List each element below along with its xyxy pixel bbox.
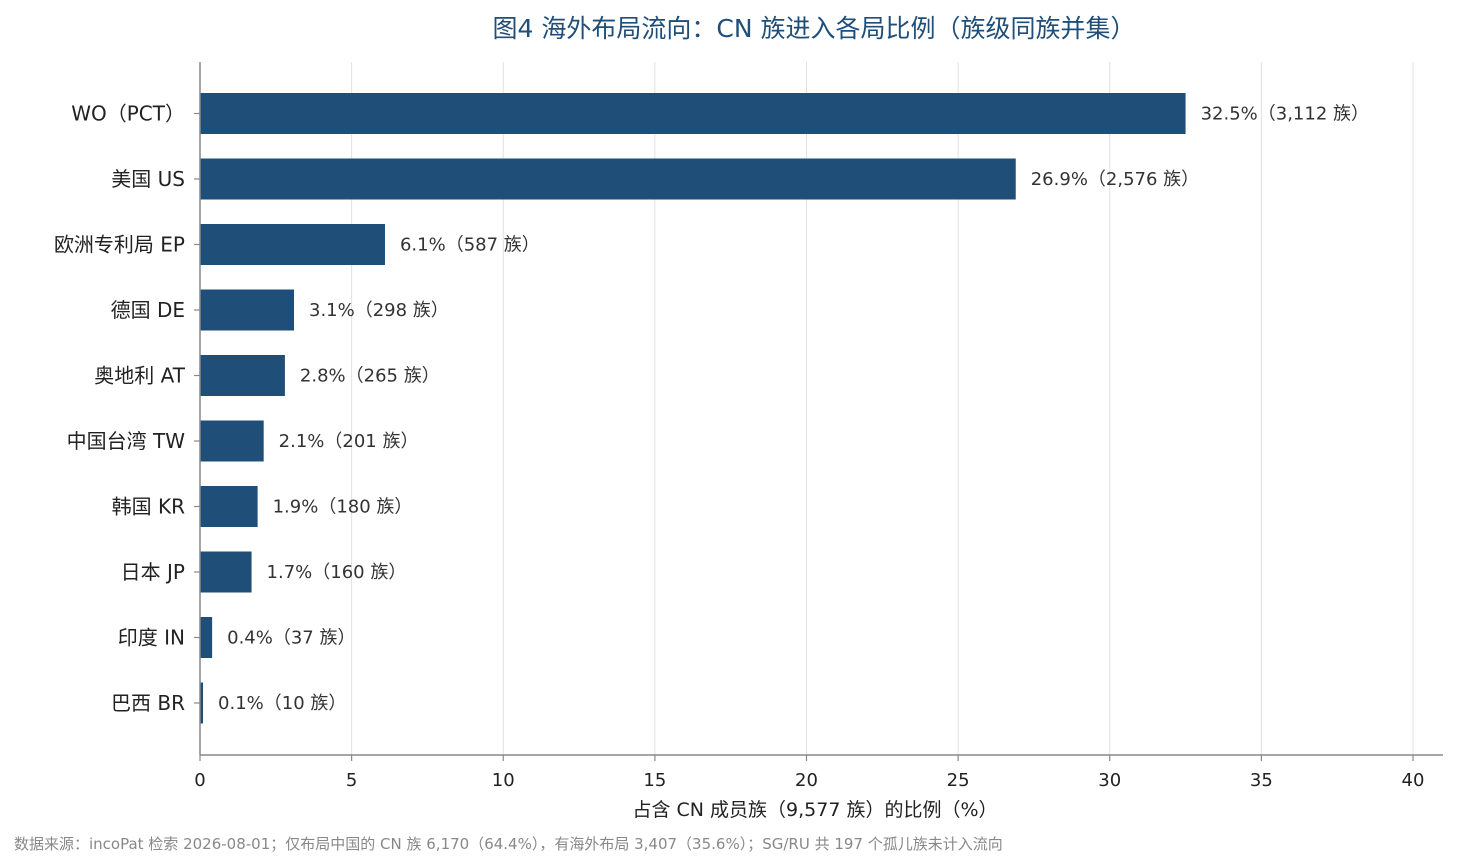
x-axis-title: 占含 CN 成员族（9,577 族）的比例（%）: [632, 799, 997, 821]
x-tick-label: 5: [346, 770, 357, 791]
bar: [200, 420, 264, 462]
data-label: 1.7%（160 族）: [267, 562, 407, 583]
bar: [200, 158, 1016, 200]
category-label: 欧洲专利局 EP: [54, 233, 185, 257]
data-label: 0.1%（10 族）: [218, 693, 346, 714]
data-label: 2.8%（265 族）: [300, 366, 440, 387]
bar: [200, 551, 252, 593]
bar: [200, 289, 295, 331]
category-label: 印度 IN: [118, 626, 185, 650]
category-label: 美国 US: [111, 167, 185, 191]
data-label: 3.1%（298 族）: [309, 300, 449, 321]
x-tick-label: 20: [795, 770, 818, 791]
category-label: 德国 DE: [111, 298, 185, 322]
data-label: 6.1%（587 族）: [400, 235, 540, 256]
data-label: 2.1%（201 族）: [279, 431, 419, 452]
axes: 0 5 10 15 20 25 30 35 40 WO（PCT） 美国 US 欧洲专利局 EP 德国 D…: [54, 62, 1443, 791]
chart-title: 图4 海外布局流向：CN 族进入各局比例（族级同族并集）: [493, 14, 1136, 43]
bars: 32.5%（3,112 族） 26.9%（2,576 族） 6.1%（587 族） 3…: [200, 93, 1369, 724]
bar: [200, 617, 213, 658]
x-tick-label: 0: [194, 770, 205, 791]
bar: [200, 682, 204, 724]
category-label: WO（PCT）: [71, 102, 185, 126]
category-label: 巴西 BR: [111, 691, 185, 715]
data-label: 0.4%（37 族）: [227, 628, 355, 649]
data-label: 26.9%（2,576 族）: [1031, 169, 1199, 190]
x-tick-label: 30: [1098, 770, 1121, 791]
source-footnote: 数据来源：incoPat 检索 2026-08-01；仅布局中国的 CN 族 6…: [14, 835, 1003, 853]
category-label: 日本 JP: [121, 560, 185, 584]
bar: [200, 93, 1186, 134]
category-label: 奥地利 AT: [94, 364, 185, 388]
x-tick-label: 25: [947, 770, 970, 791]
x-tick-label: 40: [1402, 770, 1425, 791]
x-tick-label: 35: [1250, 770, 1273, 791]
x-tick-label: 15: [643, 770, 666, 791]
bar: [200, 486, 258, 527]
category-label: 中国台湾 TW: [67, 429, 186, 453]
bar: [200, 224, 385, 265]
data-label: 32.5%（3,112 族）: [1201, 104, 1369, 125]
bar: [200, 355, 285, 396]
category-label: 韩国 KR: [112, 495, 185, 519]
data-label: 1.9%（180 族）: [273, 497, 413, 518]
x-tick-label: 10: [492, 770, 515, 791]
